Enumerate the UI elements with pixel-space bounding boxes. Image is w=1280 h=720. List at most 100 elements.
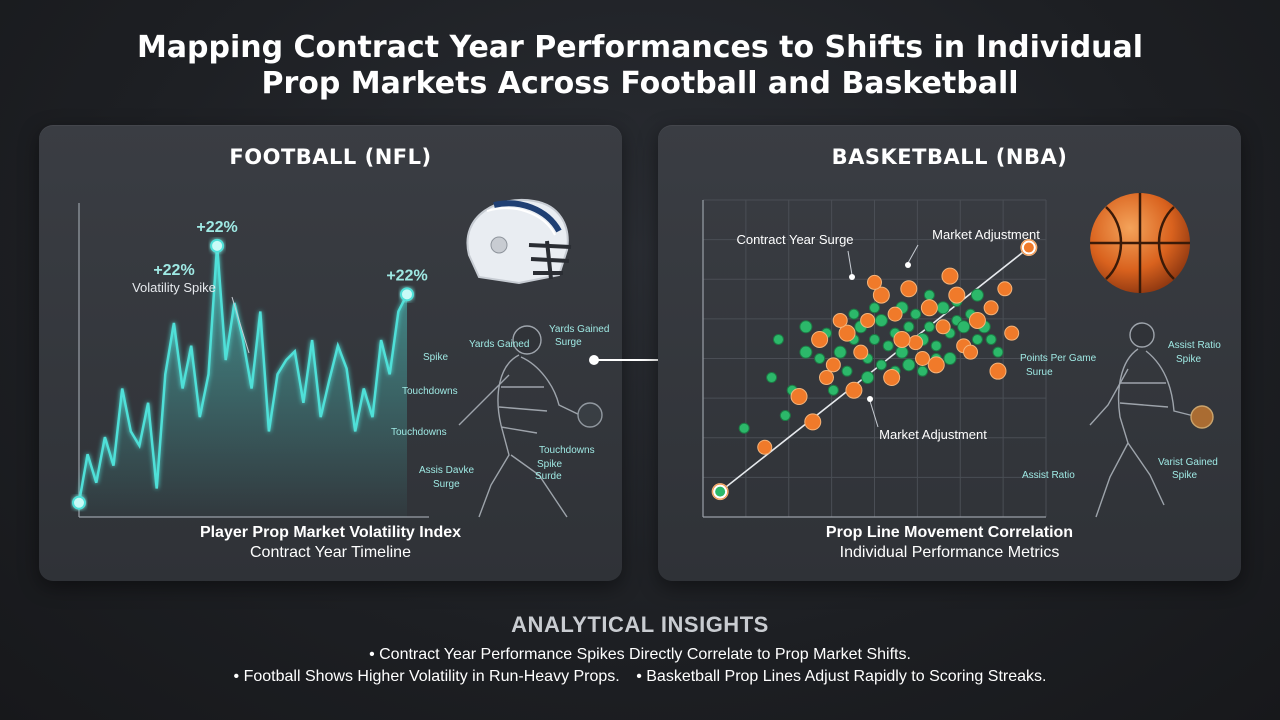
nba-point-green (869, 333, 880, 345)
nba-point-green (874, 313, 888, 327)
nfl-annotation-label: +22% (386, 267, 427, 284)
nba-point-green (943, 352, 957, 365)
insight-football: • Football Shows Higher Volatility in Ru… (233, 668, 620, 685)
page-title-line2: Prop Markets Across Football and Basketb… (261, 66, 1019, 101)
football-figure-label: Spike (423, 352, 448, 363)
football-figure-label: Surge (433, 479, 460, 490)
nba-point-green (882, 340, 894, 352)
nba-point-orange (941, 267, 959, 285)
nba-point-green (772, 333, 784, 345)
nba-point-green (875, 359, 887, 371)
volatility-chart: +22%Volatility Spike+22%+22% Yards Gaine… (72, 199, 609, 518)
football-figure-label: Touchdowns (539, 445, 595, 456)
football-caption-line1: Player Prop Market Volatility Index (199, 524, 462, 541)
nba-point-green (869, 302, 880, 314)
nba-point-orange (818, 370, 834, 386)
football-panel: FOOTBALL (NFL) +22% Volatility Spike +22% +… (39, 125, 622, 581)
basketball-figure-label: Surue (1026, 367, 1053, 378)
nba-point-green (738, 422, 750, 434)
football-figure-label: Yards Gained (549, 324, 609, 335)
nba-point-green (766, 372, 778, 384)
nba-trend-end (1021, 240, 1036, 255)
basketball-figure-label: Varist Gained (1158, 457, 1218, 468)
nba-point-green (827, 384, 839, 396)
nba-point-orange (948, 286, 966, 304)
football-player-figure (458, 325, 603, 518)
insight-line-1: • Contract Year Performance Spikes Direc… (369, 646, 911, 663)
nba-point-green (985, 333, 997, 345)
nba-point-green (779, 410, 791, 422)
nba-point-orange (883, 369, 901, 387)
nba-point-orange (872, 286, 890, 304)
nba-point-orange (1004, 325, 1020, 341)
nba-point-orange (804, 413, 822, 431)
nba-point-green (971, 333, 983, 345)
basketball-caption-line2: Individual Performance Metrics (839, 544, 1060, 561)
football-figure-label: Touchdowns (402, 386, 458, 397)
nba-point-orange (915, 351, 931, 366)
nfl-annotation-pointer (231, 296, 250, 354)
basketball-heading: BASKETBALL (NBA) (831, 145, 1068, 169)
insight-line-2: • Football Shows Higher Volatility in Ru… (0, 666, 1280, 688)
football-caption: Player Prop Market Volatility Index Cont… (39, 523, 622, 563)
nba-point-orange (935, 319, 951, 335)
nba-point-orange (757, 439, 773, 455)
nba-point-orange (908, 335, 924, 351)
nba-point-green (903, 321, 915, 333)
nba-point-orange (825, 357, 841, 373)
basketball-figure-label: Assist Ratio (1022, 470, 1075, 481)
nba-point-green (936, 301, 950, 315)
nfl-annotation-sub: Volatility Spike (132, 280, 216, 295)
nba-point-orange (900, 280, 918, 298)
nba-point-green (910, 308, 922, 320)
nfl-highlight-point (210, 238, 225, 253)
page-title: Mapping Contract Year Performances to Sh… (0, 30, 1280, 102)
nba-annotation-label: Market Adjustment (879, 427, 987, 442)
football-figure-label: Yards Gained (469, 339, 529, 350)
nba-point-green (930, 340, 942, 352)
nba-point-green (814, 353, 826, 364)
page-title-line1: Mapping Contract Year Performances to Sh… (136, 30, 1144, 65)
football-helmet-icon (466, 199, 572, 285)
nba-annotation-pointer (869, 400, 879, 428)
nba-point-orange (832, 312, 848, 328)
basketball-figure-label: Points Per Game (1020, 353, 1097, 364)
nba-point-green (902, 358, 916, 372)
nba-trend-line (719, 246, 1030, 493)
nba-point-green (848, 308, 860, 320)
football-figure-label: Assis Davke (419, 465, 474, 476)
football-caption-line2: Contract Year Timeline (250, 544, 411, 561)
basketball-panel: BASKETBALL (NBA) Contract Year Surge Mark… (658, 125, 1241, 581)
nba-annotation-dot (849, 274, 855, 280)
football-heading: FOOTBALL (NFL) (229, 145, 432, 169)
basketball-caption-line1: Prop Line Movement Correlation (825, 524, 1074, 541)
nba-point-orange (811, 330, 829, 348)
nba-point-orange (927, 356, 945, 374)
nba-annotation-label: Contract Year Surge (736, 232, 853, 247)
nba-point-green (833, 345, 847, 359)
nba-point-green (799, 320, 813, 334)
football-figure-label: Touchdowns (391, 427, 447, 438)
nba-point-orange (920, 299, 938, 317)
insight-basketball: • Basketball Prop Lines Adjust Rapidly t… (636, 668, 1047, 685)
nba-point-orange (853, 344, 869, 360)
basketball-caption: Prop Line Movement Correlation Individua… (658, 523, 1241, 563)
basketball-figure-label: Spike (1176, 354, 1201, 365)
nfl-highlight-point (400, 287, 414, 302)
nba-point-orange (860, 312, 876, 328)
nba-point-orange (963, 344, 979, 360)
nba-point-green (799, 345, 813, 359)
nfl-annotation-label: +22% (153, 262, 194, 279)
nfl-area-fill (79, 245, 407, 518)
football-figure-label: Spike (537, 459, 562, 470)
nba-point-green (970, 288, 984, 302)
nba-annotation-pointer (847, 250, 853, 276)
basketball-figure-label: Assist Ratio (1168, 340, 1221, 351)
nba-point-green (841, 365, 853, 377)
nba-annotation-pointer (907, 244, 919, 264)
nba-annotation-dot (867, 396, 873, 402)
nba-point-orange (887, 306, 903, 322)
nba-point-orange (893, 330, 911, 348)
basketball-figure-label: Spike (1172, 470, 1197, 481)
nba-point-green (957, 320, 971, 334)
